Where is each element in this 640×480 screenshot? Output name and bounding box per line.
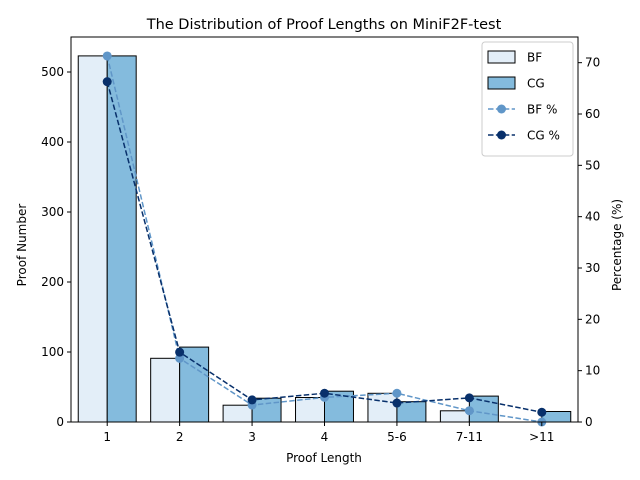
point-cg-4 (320, 388, 329, 398)
point-cg-5-6 (392, 398, 402, 408)
x-tick-label->11: >11 (529, 430, 554, 444)
point-bf-7-11 (464, 406, 474, 416)
y2-tick-label-70: 70 (585, 56, 600, 70)
point-bf-5-6 (392, 388, 402, 398)
bar-bf-2 (150, 357, 181, 423)
point-cg-7-11 (464, 393, 474, 403)
y2-tick-label-20: 20 (585, 312, 600, 326)
y2-tick-label-40: 40 (585, 210, 600, 224)
x-tick-label-1: 1 (103, 430, 111, 444)
legend: BF CG BF % CG % (481, 41, 574, 157)
y2-axis-label: Percentage (%) (610, 199, 624, 291)
bar-cg-7-11 (468, 395, 499, 423)
legend-marker-bf (497, 104, 506, 114)
bar-bf-5-6 (367, 392, 398, 423)
legend-marker-cg (497, 130, 506, 140)
x-axis-label: Proof Length (286, 451, 362, 465)
y-tick-label-300: 300 (41, 205, 64, 219)
bar-cg-1 (106, 55, 137, 423)
legend-box (481, 41, 574, 157)
bar-cg-5-6 (396, 401, 427, 423)
x-tick-label-5-6: 5-6 (387, 430, 407, 444)
x-tick-label-7-11: 7-11 (456, 430, 483, 444)
legend-label-cg: CG (527, 77, 545, 91)
bar-bf-4 (295, 397, 325, 423)
legend-label-bf: BF % (527, 103, 557, 117)
y2-tick-label-0: 0 (585, 415, 593, 429)
y-tick-label-100: 100 (41, 345, 64, 359)
x-tick-label-3: 3 (248, 430, 256, 444)
legend-label-bf: BF (527, 51, 542, 65)
bar-bf-3 (222, 404, 253, 423)
plot-area (70, 36, 579, 427)
bar-bf-1 (77, 55, 108, 423)
y-tick-label-200: 200 (41, 275, 64, 289)
x-axis: 1 2 3 4 5-6 7-11 >11 (103, 422, 554, 444)
left-axis: 0 100 200 300 400 500 (41, 65, 71, 429)
y2-tick-label-50: 50 (585, 158, 600, 172)
y2-tick-label-30: 30 (585, 261, 600, 275)
x-tick-label-4: 4 (321, 430, 329, 444)
legend-label-cg: CG % (527, 129, 560, 143)
legend-swatch-cg (487, 76, 516, 90)
y2-tick-label-10: 10 (585, 364, 600, 378)
y-tick-label-500: 500 (41, 65, 64, 79)
point-bf-2 (175, 353, 185, 363)
y-axis-label: Proof Number (15, 204, 29, 287)
y2-tick-label-60: 60 (585, 107, 600, 121)
right-axis: 0 10 20 30 40 50 60 70 (578, 56, 600, 429)
point-cg-3 (247, 395, 257, 405)
y-tick-label-0: 0 (56, 415, 64, 429)
chart-title: The Distribution of Proof Lengths on Min… (146, 17, 502, 33)
point-bf-1 (102, 51, 112, 61)
point-cg-1 (102, 77, 112, 87)
point-cg->11 (537, 407, 547, 417)
y-tick-label-400: 400 (41, 135, 64, 149)
point-cg-2 (175, 347, 185, 357)
x-tick-label-2: 2 (176, 430, 184, 444)
legend-swatch-bf (487, 50, 516, 64)
bar-bf-7-11 (439, 410, 470, 423)
